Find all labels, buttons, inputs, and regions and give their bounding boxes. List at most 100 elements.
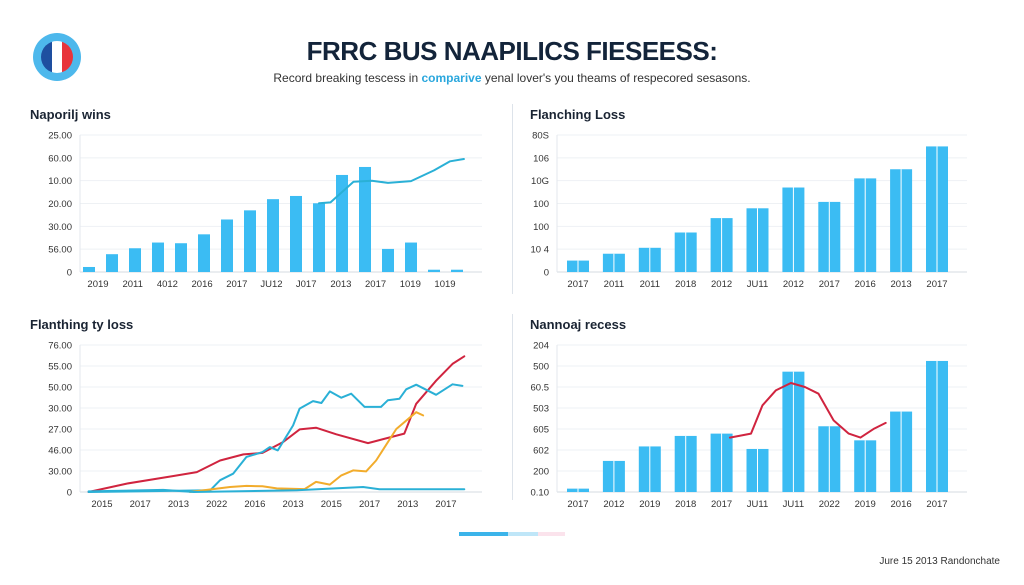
x-tick-label: 2017 (226, 279, 247, 290)
page-title: FRRC BUS NAAPILICS FIESEESS: (306, 36, 718, 66)
x-tick-label: 2016 (192, 279, 213, 290)
y-tick-label: 50.00 (48, 383, 72, 394)
x-tick-label: J017 (296, 279, 317, 290)
x-tick-label: 2013 (168, 499, 189, 510)
y-tick-label: 100 (533, 222, 549, 233)
x-tick-label: 2017 (365, 279, 386, 290)
bar (336, 174, 348, 272)
y-tick-label: 10 4 (531, 245, 550, 256)
y-tick-label: 60.00 (48, 153, 72, 164)
divider-bottom (512, 314, 513, 500)
x-tick-label: 2017 (926, 499, 947, 510)
bar (428, 269, 440, 272)
x-tick-label: JU11 (747, 279, 768, 290)
bar (267, 199, 279, 272)
chart-3-title: Flanthing ty loss (30, 317, 134, 332)
progress-segment-2 (508, 532, 538, 536)
progress-indicator (459, 532, 565, 536)
progress-segment-3 (538, 532, 565, 536)
chart-2-title: Flanching Loss (530, 107, 626, 122)
y-tick-label: 55.00 (48, 362, 72, 373)
x-tick-label: 4012 (157, 279, 178, 290)
y-tick-label: 60.5 (531, 383, 550, 394)
x-tick-label: 2019 (855, 499, 876, 510)
x-tick-label: 2018 (675, 279, 696, 290)
x-tick-label: JU12 (260, 279, 282, 290)
y-tick-label: 503 (533, 404, 549, 415)
x-tick-label: 2016 (855, 279, 876, 290)
y-tick-label: 0 (544, 268, 549, 279)
x-tick-label: 2017 (359, 499, 380, 510)
footer-date: Jure 15 2013 Randonchate (879, 556, 1000, 567)
bar (451, 269, 463, 272)
x-tick-label: JU11 (747, 499, 768, 510)
x-tick-label: 2012 (711, 279, 732, 290)
x-tick-label: 2015 (91, 499, 112, 510)
x-tick-label: 2022 (206, 499, 227, 510)
bar (221, 219, 233, 272)
progress-segment-1 (459, 532, 508, 536)
x-tick-label: 2022 (819, 499, 840, 510)
series-line-1 (87, 355, 466, 493)
y-tick-label: 30.00 (48, 404, 72, 415)
series-line-2 (87, 383, 464, 493)
x-tick-label: 1019 (400, 279, 421, 290)
flag-blue-stripe (41, 41, 52, 73)
x-tick-label: 2017 (130, 499, 151, 510)
bar (290, 195, 302, 272)
y-tick-label: 605 (533, 425, 549, 436)
x-tick-label: 2017 (567, 279, 588, 290)
bar (244, 210, 256, 272)
y-tick-label: 30.00 (48, 467, 72, 478)
x-tick-label: 1019 (434, 279, 455, 290)
y-tick-label: 106 (533, 153, 549, 164)
divider-top (512, 104, 513, 294)
bar (83, 266, 95, 272)
x-tick-label: 2011 (640, 279, 660, 290)
subtitle-text: Record breaking tescess in (273, 71, 422, 85)
y-tick-label: 204 (533, 341, 549, 352)
x-tick-label: 2017 (819, 279, 840, 290)
trend-line (728, 382, 887, 439)
chart-1-title: Naporilj wins (30, 107, 111, 122)
y-tick-label: 76.00 (48, 341, 72, 352)
y-tick-label: 500 (533, 362, 549, 373)
x-tick-label: 2019 (639, 499, 660, 510)
x-tick-label: 2017 (926, 279, 947, 290)
subtitle-text-end: yenal lover's you theams of respecored s… (481, 71, 751, 85)
y-tick-label: 100 (533, 199, 549, 210)
y-tick-label: 25.00 (48, 131, 72, 142)
bar (129, 248, 141, 272)
bar (175, 243, 187, 272)
y-tick-label: 0 (67, 488, 72, 499)
x-tick-label: 2012 (783, 279, 804, 290)
x-tick-label: 2013 (330, 279, 351, 290)
x-tick-label: 2017 (711, 499, 732, 510)
x-tick-label: 2013 (891, 279, 912, 290)
trend-line (318, 158, 465, 205)
x-tick-label: 2013 (283, 499, 304, 510)
bar (359, 166, 371, 272)
french-flag-icon (33, 33, 81, 81)
x-tick-label: 2013 (397, 499, 418, 510)
y-tick-label: 80S (532, 131, 549, 142)
bar (152, 242, 164, 272)
x-tick-label: 2017 (435, 499, 456, 510)
x-tick-label: 2015 (321, 499, 342, 510)
y-tick-label: 56.00 (48, 245, 72, 256)
bar (313, 203, 325, 272)
subtitle-highlight: comparive (421, 71, 482, 85)
y-tick-label: 27.00 (48, 425, 72, 436)
flag-red-stripe (62, 41, 73, 73)
y-tick-label: 602 (533, 446, 549, 457)
y-tick-label: 10G (531, 176, 549, 187)
x-tick-label: 2012 (603, 499, 624, 510)
x-tick-label: 2019 (87, 279, 108, 290)
y-tick-label: 0.10 (531, 488, 550, 499)
y-tick-label: 200 (533, 467, 549, 478)
y-tick-label: 0 (67, 268, 72, 279)
x-tick-label: 2016 (244, 499, 265, 510)
y-tick-label: 20.00 (48, 199, 72, 210)
bar (198, 234, 210, 272)
flag-white-stripe (51, 41, 63, 73)
